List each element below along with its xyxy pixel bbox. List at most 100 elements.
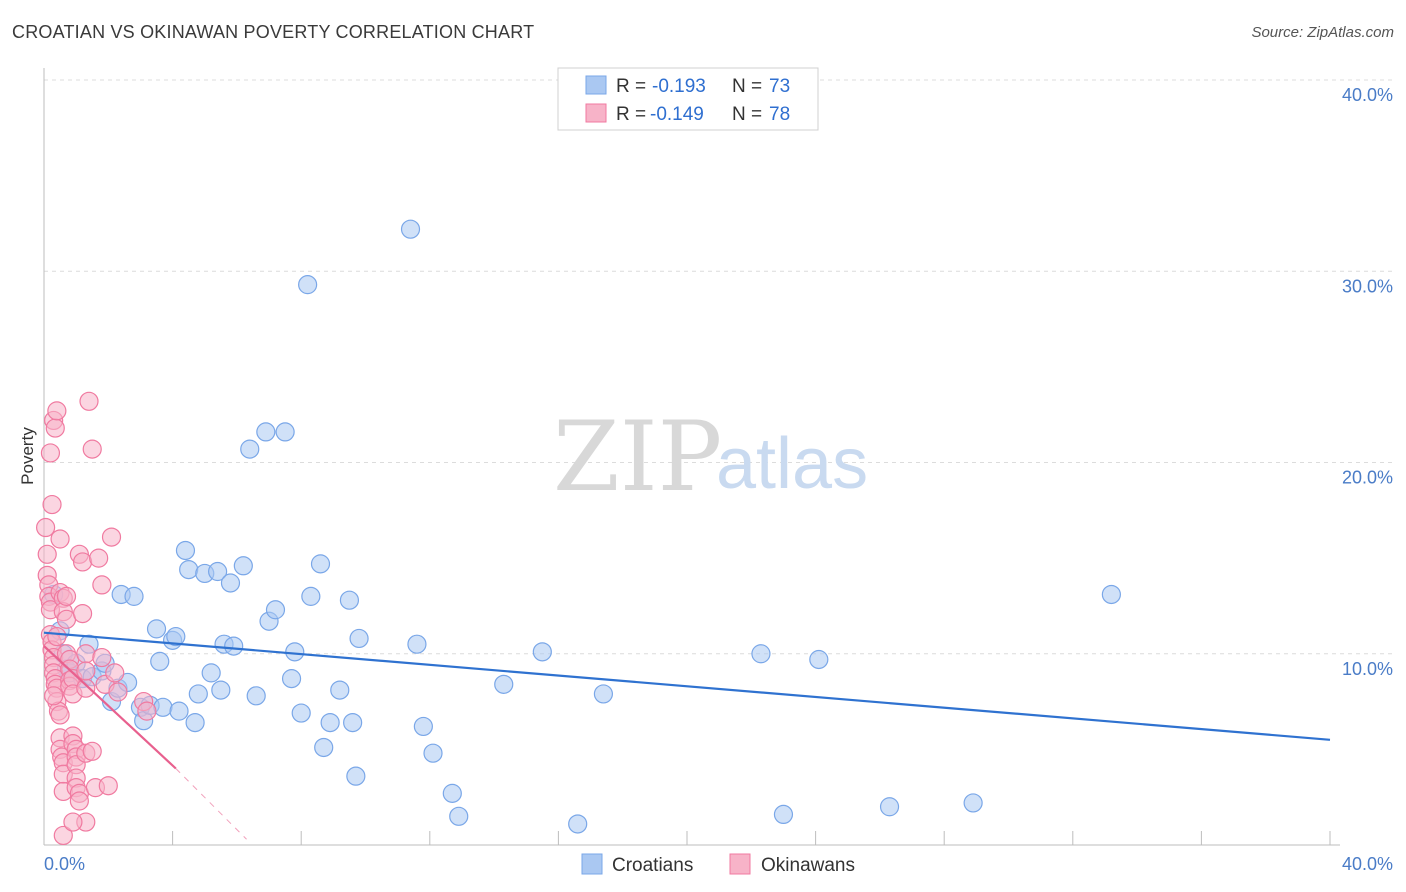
trend-line-extension-okinawans [175, 768, 247, 840]
data-point-croatians [153, 697, 173, 717]
data-point-okinawans [37, 544, 57, 564]
legend-r-label-1: R = [616, 76, 646, 97]
y-tick-label: 30.0% [1342, 276, 1393, 296]
data-point-croatians [963, 793, 983, 813]
data-point-okinawans [89, 548, 109, 568]
watermark-atlas: atlas [716, 424, 868, 504]
data-point-croatians [298, 275, 318, 295]
bottom-legend-swatch-croatians [581, 853, 603, 875]
data-point-croatians [1101, 584, 1121, 605]
x-tick-labels: 0.0% 40.0% [44, 854, 1393, 874]
data-point-croatians [220, 573, 241, 593]
data-point-croatians [494, 674, 514, 694]
data-point-okinawans [79, 391, 99, 411]
data-point-croatians [751, 644, 771, 664]
data-point-croatians [224, 636, 244, 656]
data-point-okinawans [108, 682, 128, 702]
data-point-okinawans [105, 663, 125, 683]
data-points [36, 219, 1121, 846]
trend-line-okinawans [43, 645, 177, 770]
data-point-croatians [179, 559, 199, 580]
x-tick-label-start: 0.0% [44, 854, 85, 874]
data-point-okinawans [40, 443, 61, 463]
data-point-okinawans [47, 626, 67, 647]
legend-r-value-2: -0.149 [650, 104, 704, 125]
data-point-croatians [150, 651, 170, 672]
data-point-croatians [146, 619, 167, 639]
legend-n-label-1: N = [732, 76, 762, 97]
data-point-okinawans [82, 741, 102, 761]
data-point-croatians [301, 586, 321, 606]
data-point-okinawans [44, 686, 64, 706]
data-point-croatians [291, 703, 311, 723]
trend-line-croatians [43, 631, 1331, 741]
data-point-croatians [532, 642, 552, 662]
data-point-okinawans [47, 401, 67, 421]
data-point-okinawans [56, 609, 77, 629]
data-point-okinawans [45, 418, 65, 438]
data-point-okinawans [53, 825, 73, 846]
data-point-okinawans [50, 529, 70, 549]
data-point-okinawans [63, 812, 83, 832]
data-point-croatians [879, 797, 900, 817]
data-point-croatians [773, 804, 794, 825]
data-point-croatians [285, 642, 305, 662]
data-point-croatians [124, 586, 144, 606]
bottom-legend: Croatians Okinawans [581, 853, 855, 876]
legend-box: R = -0.193 N = 73 R = -0.149 N = 78 [557, 67, 819, 131]
data-point-croatians [208, 561, 228, 582]
y-tick-label: 20.0% [1342, 468, 1393, 488]
data-point-croatians [281, 669, 302, 689]
data-point-croatians [423, 743, 443, 763]
data-point-okinawans [92, 647, 112, 668]
data-point-croatians [275, 422, 295, 442]
y-tick-labels: 10.0% 20.0% 30.0% 40.0% [1342, 85, 1393, 679]
bottom-legend-croatians: Croatians [612, 855, 693, 876]
data-point-croatians [339, 590, 360, 610]
legend-n-value-1: 73 [769, 76, 790, 97]
data-point-okinawans [69, 791, 89, 811]
data-point-okinawans [56, 586, 77, 606]
data-point-croatians [265, 600, 286, 620]
data-point-croatians [449, 806, 469, 826]
bottom-legend-swatch-okinawans [729, 853, 751, 875]
data-point-croatians [346, 766, 366, 786]
data-point-okinawans [72, 603, 93, 624]
data-point-croatians [568, 814, 588, 834]
data-point-croatians [809, 649, 829, 670]
data-point-croatians [256, 422, 276, 442]
data-point-croatians [188, 684, 208, 704]
data-point-okinawans [137, 701, 157, 721]
data-point-croatians [314, 737, 334, 758]
data-point-okinawans [82, 439, 102, 459]
data-point-okinawans [36, 517, 56, 538]
chart-title: CROATIAN VS OKINAWAN POVERTY CORRELATION… [12, 22, 535, 42]
data-point-croatians [349, 628, 369, 649]
data-point-okinawans [42, 494, 62, 515]
data-point-okinawans [72, 552, 93, 572]
data-point-croatians [330, 680, 350, 700]
y-axis-label: Poverty [18, 427, 37, 485]
data-point-croatians [310, 554, 331, 574]
series-okinawans [36, 391, 157, 846]
bottom-legend-okinawans: Okinawans [761, 855, 855, 876]
data-point-croatians [442, 783, 462, 803]
y-tick-label: 10.0% [1342, 659, 1393, 679]
data-point-croatians [185, 712, 205, 733]
legend-r-label-2: R = [616, 104, 646, 125]
data-point-okinawans [76, 644, 96, 664]
legend-n-label-2: N = [732, 104, 762, 125]
data-point-croatians [211, 680, 231, 700]
data-point-croatians [593, 684, 614, 704]
data-point-croatians [169, 701, 189, 721]
data-point-croatians [400, 219, 421, 239]
data-point-croatians [233, 556, 253, 576]
legend-swatch-croatians [585, 75, 607, 95]
legend-r-value-1: -0.193 [652, 76, 706, 97]
data-point-okinawans [101, 527, 122, 547]
trend-lines [43, 631, 1331, 840]
source-label: Source: ZipAtlas.com [1251, 24, 1394, 41]
watermark-zip: ZIP [553, 401, 722, 513]
x-tick-label-end: 40.0% [1342, 854, 1393, 874]
